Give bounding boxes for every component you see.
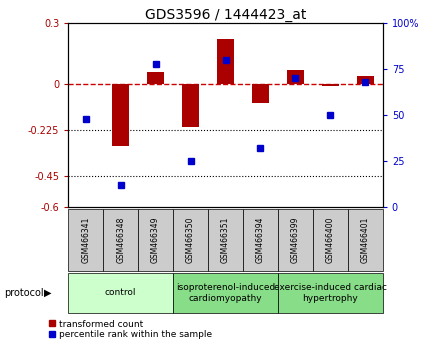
Text: protocol: protocol [4, 288, 44, 298]
Bar [252, 84, 269, 103]
Bar [313, 209, 348, 271]
Bar [173, 209, 208, 271]
Bar [278, 273, 383, 313]
Text: GSM466349: GSM466349 [151, 217, 160, 263]
Text: isoproterenol-induced
cardiomyopathy: isoproterenol-induced cardiomyopathy [176, 283, 275, 303]
Text: GSM466351: GSM466351 [221, 217, 230, 263]
Text: GSM466348: GSM466348 [116, 217, 125, 263]
Title: GDS3596 / 1444423_at: GDS3596 / 1444423_at [145, 8, 306, 22]
Text: GSM466394: GSM466394 [256, 217, 265, 263]
Text: ▶: ▶ [44, 288, 51, 298]
Bar [68, 209, 103, 271]
Bar [173, 273, 278, 313]
Bar [348, 209, 383, 271]
Bar [182, 84, 199, 127]
Text: exercise-induced cardiac
hypertrophy: exercise-induced cardiac hypertrophy [274, 283, 387, 303]
Bar [278, 209, 313, 271]
Legend: transformed count, percentile rank within the sample: transformed count, percentile rank withi… [48, 320, 213, 339]
Bar [243, 209, 278, 271]
Text: GSM466400: GSM466400 [326, 217, 335, 263]
Text: GSM466399: GSM466399 [291, 217, 300, 263]
Text: GSM466401: GSM466401 [361, 217, 370, 263]
Bar [356, 76, 374, 84]
Bar [208, 209, 243, 271]
Bar [138, 209, 173, 271]
Bar [322, 84, 339, 86]
Bar [147, 72, 164, 84]
Bar [112, 84, 129, 146]
Bar [103, 209, 138, 271]
Bar [217, 39, 234, 84]
Text: control: control [105, 289, 136, 297]
Bar [287, 70, 304, 84]
Text: GSM466350: GSM466350 [186, 217, 195, 263]
Text: GSM466341: GSM466341 [81, 217, 90, 263]
Bar [68, 273, 173, 313]
